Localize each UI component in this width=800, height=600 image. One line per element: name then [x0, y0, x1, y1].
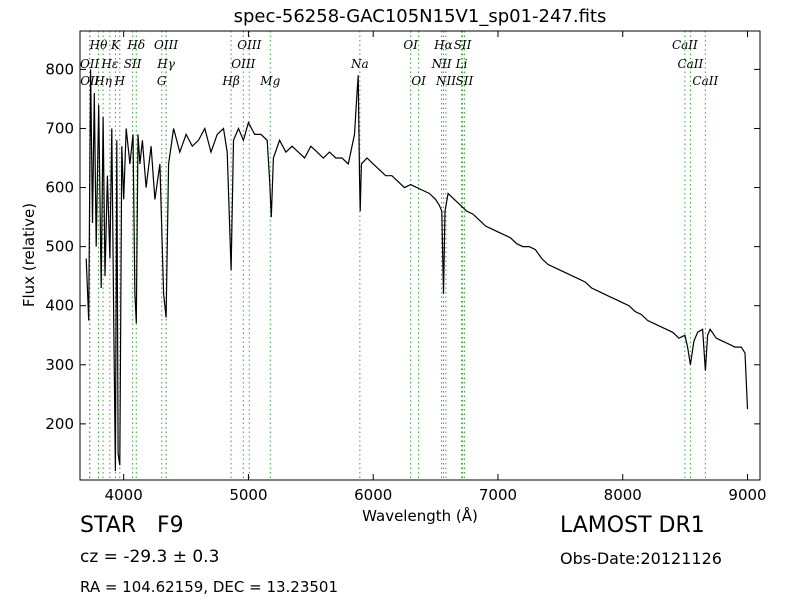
spectral-line-label: H	[114, 74, 126, 88]
spectral-line-label: CaII	[672, 38, 698, 52]
subclass-label: F9	[157, 513, 184, 538]
spectral-line-label: Hδ	[126, 38, 145, 52]
coordinates-readout: RA = 104.62159, DEC = 13.23501	[80, 578, 339, 596]
y-axis-ticks: 200 300 400 500 600 700 800	[45, 60, 760, 433]
y-tick-label: 500	[45, 238, 74, 256]
spectrum-line	[85, 69, 749, 472]
spectral-line-label: OII	[80, 57, 100, 71]
spectral-line-label: Hθ	[89, 38, 108, 52]
x-tick-label: 7000	[479, 486, 517, 504]
spectral-line-label: Hβ	[221, 74, 239, 88]
spectral-line-label: SII	[454, 38, 472, 52]
spectral-line-label: K	[110, 38, 121, 52]
spectral-line-label: OIII	[231, 57, 255, 71]
y-axis-label: Flux (relative)	[20, 203, 38, 307]
x-tick-label: 9000	[728, 486, 766, 504]
x-axis-ticks: 4000 5000 6000 7000 8000 9000	[105, 31, 767, 504]
x-axis-label: Wavelength (Å)	[362, 506, 478, 525]
y-tick-label: 400	[45, 297, 74, 315]
y-tick-label: 700	[45, 119, 74, 137]
spectral-line-label: SII	[456, 74, 474, 88]
object-class: STAR F9	[80, 513, 184, 538]
spectral-line-label: Mg	[259, 74, 280, 88]
redshift-readout: cz = -29.3 ± 0.3	[80, 547, 220, 567]
spectral-line-label: CaII	[677, 57, 703, 71]
spectral-line-label: OI	[403, 38, 418, 52]
y-tick-label: 200	[45, 415, 74, 433]
survey-label: LAMOST DR1	[560, 513, 705, 538]
spectral-line-label: OIII	[154, 38, 178, 52]
spectral-line-label: CaII	[692, 74, 718, 88]
spectral-line-markers	[89, 31, 706, 480]
spectral-line-label: OIII	[237, 38, 261, 52]
y-tick-label: 600	[45, 179, 74, 197]
spectral-line-label: Hη	[93, 74, 112, 88]
spectral-line-label: G	[157, 74, 167, 88]
x-tick-label: 8000	[604, 486, 642, 504]
spectral-line-label: Hα	[433, 38, 453, 52]
x-tick-label: 6000	[354, 486, 392, 504]
plot-frame	[79, 30, 761, 481]
spectral-line-label: Hε	[100, 57, 118, 71]
spectral-line-label: Hγ	[156, 57, 175, 71]
spectral-line-label: SII	[124, 57, 142, 71]
observation-date: Obs-Date:20121126	[560, 549, 722, 568]
y-tick-label: 300	[45, 356, 74, 374]
spectral-line-label: NII	[435, 74, 456, 88]
spectral-line-label: NII	[431, 57, 452, 71]
y-tick-label: 800	[45, 60, 74, 78]
x-tick-label: 5000	[229, 486, 267, 504]
chart-title: spec-56258-GAC105N15V1_sp01-247.fits	[234, 6, 607, 27]
spectral-line-label: Li	[455, 57, 468, 71]
x-tick-label: 4000	[105, 486, 143, 504]
spectral-line-label: OI	[411, 74, 426, 88]
class-label: STAR	[80, 513, 137, 538]
spectral-line-label: Na	[350, 57, 369, 71]
